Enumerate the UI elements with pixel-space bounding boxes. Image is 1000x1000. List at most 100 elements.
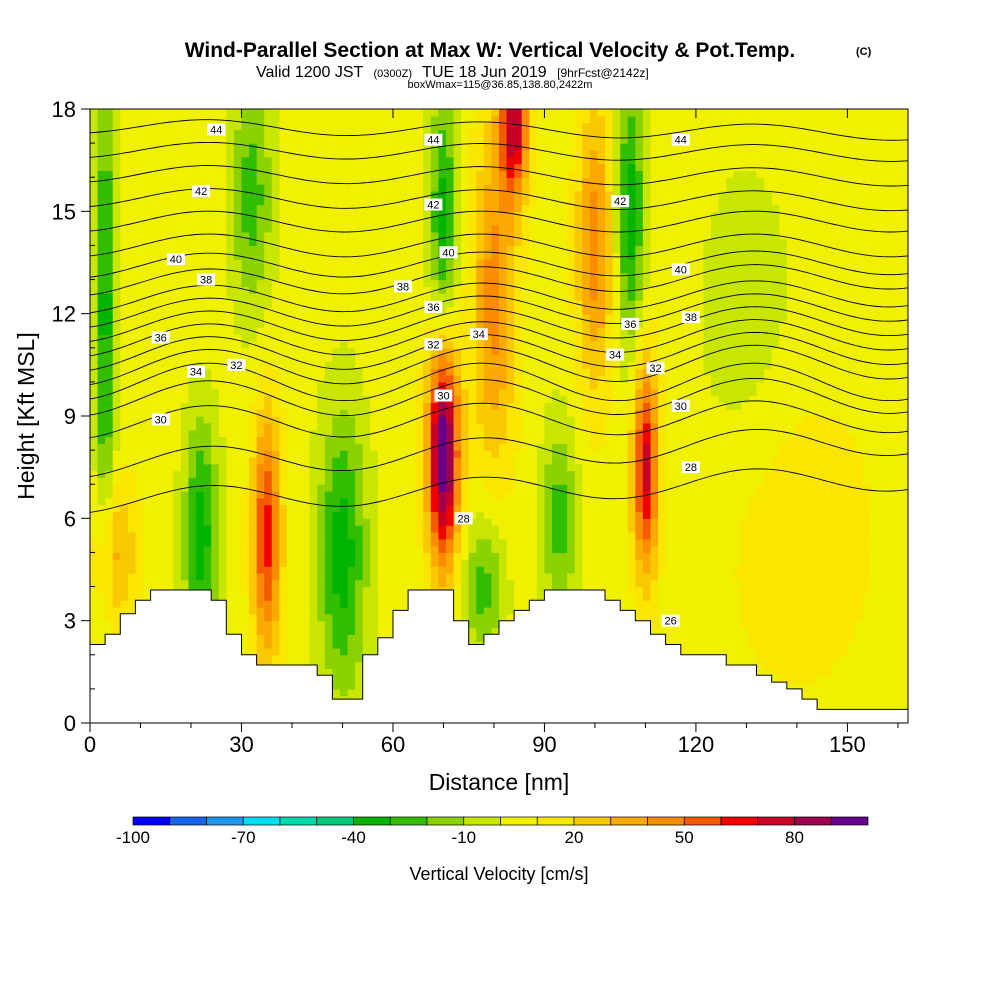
velocity-cell bbox=[347, 177, 356, 185]
velocity-cell bbox=[226, 218, 235, 226]
velocity-cell bbox=[218, 491, 227, 499]
velocity-cell bbox=[165, 109, 174, 117]
velocity-cell bbox=[241, 238, 250, 247]
velocity-cell bbox=[294, 204, 303, 212]
velocity-cell bbox=[196, 552, 205, 560]
velocity-cell bbox=[392, 477, 402, 485]
velocity-cell bbox=[332, 641, 341, 649]
velocity-cell bbox=[400, 327, 409, 335]
velocity-cell bbox=[332, 491, 341, 499]
velocity-cell bbox=[120, 436, 129, 444]
velocity-cell bbox=[453, 334, 462, 342]
velocity-cell bbox=[264, 320, 273, 328]
velocity-cell bbox=[196, 579, 205, 588]
velocity-cell bbox=[158, 184, 167, 192]
subtitle-valid-time: Valid 1200 JST bbox=[256, 64, 364, 81]
velocity-cell bbox=[286, 525, 296, 533]
velocity-cell bbox=[173, 531, 182, 540]
velocity-cell bbox=[317, 279, 326, 287]
velocity-cell bbox=[392, 347, 402, 356]
velocity-cell bbox=[370, 388, 379, 397]
velocity-cell bbox=[392, 327, 402, 335]
velocity-cell bbox=[279, 504, 288, 513]
velocity-cell bbox=[279, 443, 288, 451]
velocity-cell bbox=[309, 579, 318, 588]
velocity-cell bbox=[339, 641, 349, 649]
velocity-cell bbox=[347, 143, 356, 151]
velocity-cell bbox=[415, 559, 424, 567]
velocity-cell bbox=[90, 634, 99, 642]
velocity-cell bbox=[362, 272, 371, 281]
velocity-cell bbox=[188, 409, 197, 417]
velocity-cell bbox=[370, 245, 379, 253]
velocity-cell bbox=[120, 334, 129, 342]
velocity-cell bbox=[430, 559, 439, 567]
velocity-cell bbox=[135, 497, 144, 506]
velocity-cell bbox=[150, 286, 159, 294]
velocity-cell bbox=[468, 245, 477, 253]
velocity-cell bbox=[264, 129, 273, 137]
velocity-cell bbox=[377, 163, 386, 171]
velocity-cell bbox=[339, 286, 349, 294]
velocity-cell bbox=[392, 197, 402, 206]
velocity-cell bbox=[483, 306, 493, 315]
velocity-cell bbox=[173, 190, 182, 199]
velocity-cell bbox=[264, 600, 273, 608]
velocity-cell bbox=[483, 361, 493, 369]
velocity-cell bbox=[196, 545, 205, 554]
velocity-cell bbox=[211, 286, 220, 294]
velocity-cell bbox=[423, 313, 432, 322]
velocity-cell bbox=[445, 347, 455, 356]
velocity-cell bbox=[286, 566, 296, 574]
velocity-cell bbox=[241, 545, 250, 554]
velocity-cell bbox=[332, 600, 341, 608]
velocity-cell bbox=[483, 368, 493, 376]
velocity-cell bbox=[279, 484, 288, 492]
velocity-cell bbox=[362, 381, 371, 390]
velocity-cell bbox=[476, 422, 485, 431]
velocity-cell bbox=[180, 340, 190, 349]
velocity-cell bbox=[461, 470, 470, 478]
velocity-cell bbox=[423, 456, 432, 465]
velocity-cell bbox=[211, 313, 220, 322]
velocity-cell bbox=[173, 272, 182, 281]
velocity-cell bbox=[483, 313, 493, 322]
velocity-cell bbox=[400, 368, 409, 376]
velocity-cell bbox=[423, 559, 432, 567]
velocity-cell bbox=[294, 545, 303, 554]
velocity-cell bbox=[453, 313, 462, 322]
velocity-cell bbox=[468, 518, 477, 526]
velocity-cell bbox=[120, 143, 129, 151]
velocity-cell bbox=[476, 600, 485, 608]
velocity-cell bbox=[264, 211, 273, 219]
velocity-cell bbox=[339, 259, 349, 267]
velocity-cell bbox=[271, 361, 280, 369]
subtitle-date: TUE 18 Jun 2019 bbox=[422, 64, 547, 81]
velocity-cell bbox=[120, 347, 129, 356]
velocity-cell bbox=[150, 143, 159, 151]
velocity-cell bbox=[445, 136, 455, 144]
velocity-cell bbox=[491, 443, 500, 451]
velocity-cell bbox=[256, 607, 265, 615]
velocity-cell bbox=[499, 402, 508, 410]
velocity-cell bbox=[279, 361, 288, 369]
velocity-cell bbox=[97, 163, 106, 171]
velocity-cell bbox=[90, 347, 99, 356]
velocity-cell bbox=[256, 149, 265, 158]
velocity-cell bbox=[392, 470, 402, 478]
velocity-cell bbox=[355, 163, 364, 171]
velocity-cell bbox=[127, 395, 137, 403]
velocity-cell bbox=[392, 177, 402, 185]
velocity-cell bbox=[279, 211, 288, 219]
velocity-cell bbox=[347, 347, 356, 356]
velocity-cell bbox=[158, 109, 167, 117]
velocity-cell bbox=[499, 593, 508, 601]
velocity-cell bbox=[158, 525, 167, 533]
velocity-cell bbox=[438, 470, 447, 478]
velocity-cell bbox=[249, 395, 258, 403]
velocity-cell bbox=[97, 375, 106, 383]
velocity-cell bbox=[218, 463, 227, 472]
velocity-cell bbox=[241, 627, 250, 635]
velocity-cell bbox=[491, 327, 500, 335]
